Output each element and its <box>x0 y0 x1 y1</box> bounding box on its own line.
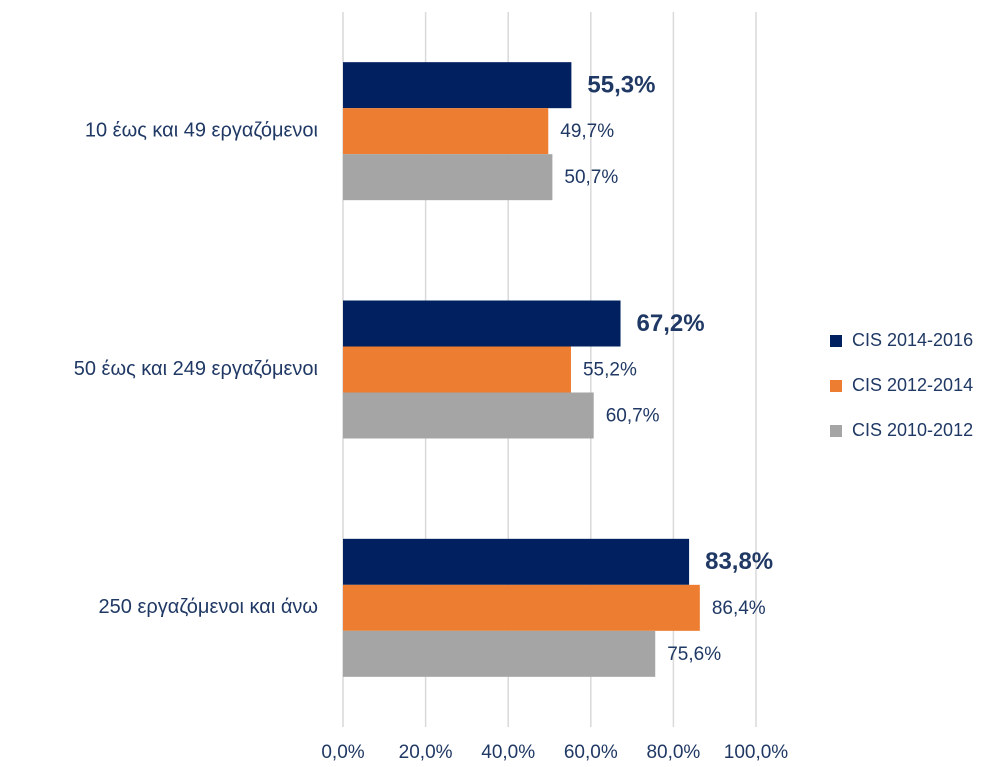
x-tick-label: 100,0% <box>724 742 789 763</box>
legend-label: CIS 2010-2012 <box>852 420 973 440</box>
legend-label: CIS 2014-2016 <box>852 330 973 350</box>
value-label: 75,6% <box>667 644 721 665</box>
legend-swatch <box>830 425 842 437</box>
bar <box>343 108 549 155</box>
bar <box>343 154 553 201</box>
bar <box>343 346 571 393</box>
x-tick-label: 20,0% <box>399 742 453 763</box>
legend-swatch <box>830 335 842 347</box>
legend-swatch <box>830 380 842 392</box>
value-label: 83,8% <box>705 548 773 575</box>
category-label: 10 έως και 49 εργαζόμενοι <box>85 119 318 141</box>
value-label: 67,2% <box>637 310 705 337</box>
value-label: 55,2% <box>583 360 637 381</box>
value-label: 49,7% <box>560 121 614 142</box>
x-tick-label: 60,0% <box>564 742 618 763</box>
x-tick-label: 0,0% <box>321 742 364 763</box>
value-label: 86,4% <box>712 598 766 619</box>
category-label: 250 εργαζόμενοι και άνω <box>99 596 318 618</box>
bar <box>343 62 572 109</box>
category-label: 50 έως και 249 εργαζόμενοι <box>74 358 318 380</box>
x-tick-label: 80,0% <box>646 742 700 763</box>
bar <box>343 584 700 631</box>
bar <box>343 300 621 347</box>
bar <box>343 630 656 677</box>
x-tick-label: 40,0% <box>481 742 535 763</box>
value-label: 60,7% <box>606 406 660 427</box>
legend-label: CIS 2012-2014 <box>852 375 973 395</box>
value-label: 55,3% <box>587 72 655 99</box>
bar <box>343 538 690 585</box>
value-label: 50,7% <box>564 167 618 188</box>
bar <box>343 392 594 439</box>
